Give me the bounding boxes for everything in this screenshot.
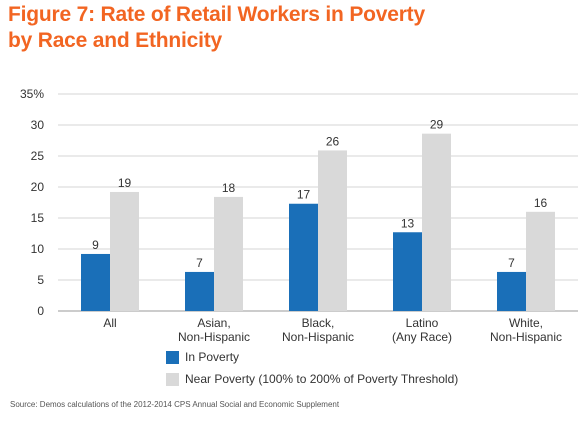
x-category-label: All — [103, 316, 116, 330]
y-tick-label: 15 — [31, 211, 45, 225]
bar-in-poverty — [81, 253, 110, 311]
source-note: Source: Demos calculations of the 2012-2… — [10, 400, 340, 409]
y-tick-label: 10 — [31, 242, 45, 256]
bar-near-poverty — [318, 150, 347, 311]
data-label: 7 — [508, 256, 515, 270]
x-category-label-line: White, — [509, 316, 543, 330]
legend-item-near-poverty: Near Poverty (100% to 200% of Poverty Th… — [166, 368, 458, 390]
x-category-label: Asian, Non-Hispanic — [178, 316, 250, 344]
legend-swatch-near-poverty — [166, 372, 179, 386]
data-label: 29 — [430, 118, 444, 132]
legend-label-near-poverty: Near Poverty (100% to 200% of Poverty Th… — [185, 372, 459, 386]
x-category-label-line: All — [103, 316, 116, 330]
y-tick-label: 0 — [37, 304, 44, 318]
x-category-label: White, Non-Hispanic — [490, 316, 562, 344]
legend: In Poverty Near Poverty (100% to 200% of… — [166, 346, 458, 390]
x-category-label-line: Black, — [302, 316, 335, 330]
x-category-label-line: (Any Race) — [392, 330, 452, 344]
bar-in-poverty — [497, 271, 526, 311]
chart-title: Figure 7: Rate of Retail Workers in Pove… — [8, 2, 568, 54]
x-category-label: Latino (Any Race) — [392, 316, 452, 344]
legend-label-in-poverty: In Poverty — [185, 350, 240, 364]
chart-title-line2: by Race and Ethnicity — [8, 29, 223, 52]
y-tick-label: 5 — [37, 273, 44, 287]
y-tick-label: 35% — [20, 87, 44, 101]
bar-in-poverty — [289, 203, 318, 311]
y-tick-label: 30 — [31, 118, 45, 132]
bar-near-poverty — [422, 133, 451, 311]
x-category-label-line: Asian, — [197, 316, 230, 330]
data-label: 26 — [326, 134, 340, 148]
data-label: 16 — [534, 196, 548, 210]
bar-in-poverty — [185, 271, 214, 311]
y-tick-label: 25 — [31, 149, 45, 163]
chart-title-line1: Figure 7: Rate of Retail Workers in Pove… — [8, 3, 425, 26]
y-tick-label: 20 — [31, 180, 45, 194]
bar-near-poverty — [214, 196, 243, 311]
data-label: 7 — [196, 256, 203, 270]
bar-in-poverty — [393, 232, 422, 311]
x-category-label-line: Latino — [406, 316, 439, 330]
bar-near-poverty — [110, 191, 139, 311]
data-label: 18 — [222, 181, 236, 195]
data-label: 13 — [401, 216, 415, 230]
bar-near-poverty — [526, 211, 555, 311]
x-category-label: Black, Non-Hispanic — [282, 316, 354, 344]
legend-item-in-poverty: In Poverty — [166, 346, 458, 368]
data-label: 9 — [92, 238, 99, 252]
data-label: 17 — [297, 188, 311, 202]
x-category-label-line: Non-Hispanic — [282, 330, 354, 344]
x-category-label-line: Non-Hispanic — [178, 330, 250, 344]
x-category-label-line: Non-Hispanic — [490, 330, 562, 344]
legend-swatch-in-poverty — [166, 350, 179, 364]
data-label: 19 — [118, 176, 132, 190]
